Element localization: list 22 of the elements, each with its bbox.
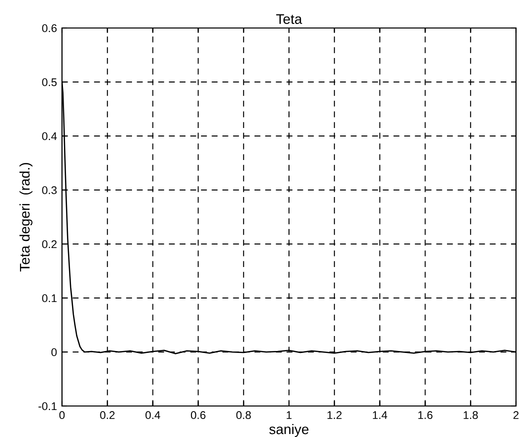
x-tick-label: 0.4 [146,411,160,420]
x-tick-label: 2 [513,411,519,419]
x-tick-label: 1 [286,411,292,419]
x-tick-label: 0.8 [236,411,251,420]
x-tick-label: 1.2 [328,411,342,419]
y-tick-label: 0.3 [42,186,57,194]
y-tick-label: 0.6 [42,24,57,32]
y-axis-title: Teta degeri (rad.) [19,163,32,272]
x-tick-label: 1.6 [418,411,432,420]
x-tick-label: 0.6 [190,411,206,420]
y-tick-label: 0.4 [42,132,57,140]
x-tick-label: 0 [59,411,65,420]
y-tick-label: -0.1 [38,402,57,410]
x-tick-label: 1.8 [464,411,478,420]
y-tick-label: 0.5 [42,78,57,86]
x-tick-label: 0.2 [100,411,115,420]
x-tick-label: 1.4 [372,411,388,419]
chart-title: Teta [276,14,302,24]
y-tick-label: 0 [51,348,57,356]
y-tick-label: 0.2 [42,240,57,248]
x-axis-title: saniye [269,424,308,437]
y-tick-label: 0.1 [42,294,57,302]
